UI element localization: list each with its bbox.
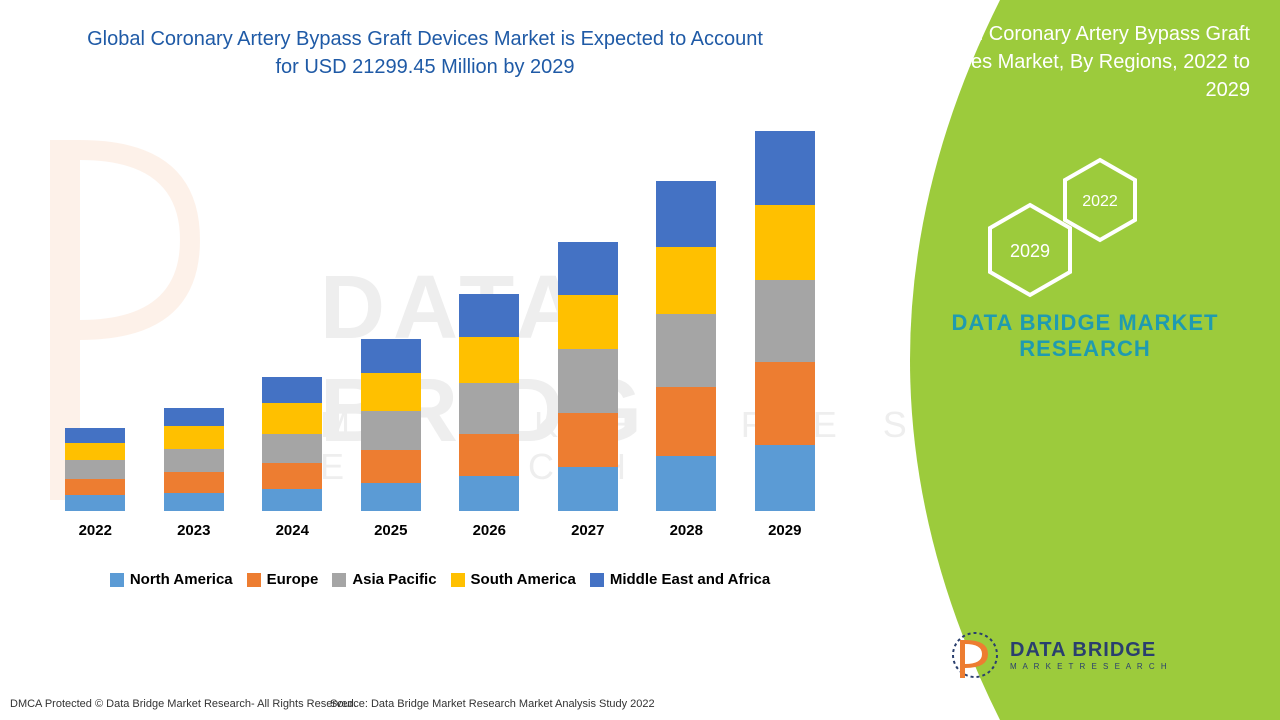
bar-segment bbox=[65, 460, 125, 478]
bar-segment bbox=[755, 131, 815, 205]
legend-label: North America bbox=[130, 571, 233, 588]
brand-logo-big: DATA BRIDGE bbox=[1010, 639, 1169, 662]
brand-logo-icon bbox=[950, 630, 1000, 680]
footer-source: Source: Data Bridge Market Research Mark… bbox=[330, 698, 655, 710]
bar-category-label: 2029 bbox=[768, 522, 801, 539]
bar-segment bbox=[656, 247, 716, 313]
legend-item: Asia Pacific bbox=[332, 571, 436, 588]
bar-segment bbox=[558, 413, 618, 466]
legend-swatch bbox=[247, 573, 261, 587]
bar-segment bbox=[656, 387, 716, 455]
bar-column: 2027 bbox=[553, 242, 624, 511]
legend-swatch bbox=[110, 573, 124, 587]
bar-segment bbox=[755, 445, 815, 511]
bar-category-label: 2023 bbox=[177, 522, 210, 539]
brand-logo-text: DATA BRIDGE M A R K E T R E S E A R C H bbox=[1010, 639, 1169, 671]
bar-category-label: 2028 bbox=[670, 522, 703, 539]
bar-segment bbox=[164, 493, 224, 511]
legend-label: Asia Pacific bbox=[352, 571, 436, 588]
bar-segment bbox=[164, 472, 224, 492]
bar-column: 2028 bbox=[651, 181, 722, 511]
bar-segment bbox=[755, 280, 815, 361]
bar-segment bbox=[656, 314, 716, 388]
legend-item: South America bbox=[451, 571, 576, 588]
bar-segment bbox=[65, 495, 125, 511]
bar-segment bbox=[262, 403, 322, 433]
bar-segment bbox=[361, 483, 421, 511]
bar-segment bbox=[459, 476, 519, 511]
legend-label: South America bbox=[471, 571, 576, 588]
bar-segment bbox=[361, 373, 421, 412]
bar-segment bbox=[361, 450, 421, 483]
bar-segment bbox=[558, 349, 618, 414]
stacked-bar-chart: 2022 2023 2024 2025 2026 2027 2028 2029 bbox=[60, 111, 820, 541]
bar-segment bbox=[755, 205, 815, 281]
legend-label: Middle East and Africa bbox=[610, 571, 770, 588]
bar-segment bbox=[164, 449, 224, 472]
legend-swatch bbox=[332, 573, 346, 587]
bar-category-label: 2024 bbox=[276, 522, 309, 539]
brand-logo: DATA BRIDGE M A R K E T R E S E A R C H bbox=[950, 620, 1230, 690]
bar-category-label: 2022 bbox=[79, 522, 112, 539]
bar-column: 2023 bbox=[159, 408, 230, 511]
legend-swatch bbox=[590, 573, 604, 587]
legend-swatch bbox=[451, 573, 465, 587]
bar-segment bbox=[459, 383, 519, 434]
bar-category-label: 2025 bbox=[374, 522, 407, 539]
legend-label: Europe bbox=[267, 571, 319, 588]
hex-label-a: 2029 bbox=[1010, 241, 1050, 261]
bar-segment bbox=[656, 456, 716, 511]
hexagon-pair: 2022 2029 bbox=[970, 150, 1150, 300]
bar-column: 2022 bbox=[60, 428, 131, 511]
bar-segment bbox=[361, 339, 421, 372]
bar-segment bbox=[361, 411, 421, 450]
bar-category-label: 2026 bbox=[473, 522, 506, 539]
side-panel-content: Global Coronary Artery Bypass Graft Devi… bbox=[920, 20, 1250, 104]
hex-label-b: 2022 bbox=[1082, 193, 1118, 210]
bar-column: 2029 bbox=[750, 131, 821, 511]
bar-column: 2026 bbox=[454, 294, 525, 511]
side-panel: Global Coronary Artery Bypass Graft Devi… bbox=[820, 0, 1280, 720]
bar-segment bbox=[656, 181, 716, 247]
bar-segment bbox=[459, 294, 519, 336]
main-chart-area: Global Coronary Artery Bypass Graft Devi… bbox=[0, 0, 850, 720]
bar-segment bbox=[164, 408, 224, 426]
bar-segment bbox=[164, 426, 224, 449]
legend-item: North America bbox=[110, 571, 233, 588]
bar-segment bbox=[558, 242, 618, 295]
chart-title: Global Coronary Artery Bypass Graft Devi… bbox=[0, 0, 850, 91]
chart-legend: North America Europe Asia Pacific South Ame… bbox=[60, 571, 820, 588]
bar-category-label: 2027 bbox=[571, 522, 604, 539]
bar-column: 2024 bbox=[257, 377, 328, 511]
brand-text: DATA BRIDGE MARKET RESEARCH bbox=[920, 310, 1250, 362]
side-title: Global Coronary Artery Bypass Graft Devi… bbox=[920, 20, 1250, 104]
legend-item: Middle East and Africa bbox=[590, 571, 770, 588]
bar-segment bbox=[65, 428, 125, 443]
bar-segment bbox=[65, 479, 125, 496]
bar-segment bbox=[262, 377, 322, 403]
bar-segment bbox=[459, 434, 519, 476]
bar-segment bbox=[262, 434, 322, 464]
bar-segment bbox=[262, 489, 322, 511]
bar-segment bbox=[755, 362, 815, 445]
bar-column: 2025 bbox=[356, 339, 427, 511]
bar-segment bbox=[65, 443, 125, 461]
bar-segment bbox=[558, 467, 618, 511]
bar-segment bbox=[558, 295, 618, 348]
brand-logo-small: M A R K E T R E S E A R C H bbox=[1010, 662, 1169, 671]
footer-copyright: DMCA Protected © Data Bridge Market Rese… bbox=[10, 698, 357, 710]
bar-segment bbox=[459, 337, 519, 383]
legend-item: Europe bbox=[247, 571, 319, 588]
bar-segment bbox=[262, 463, 322, 489]
